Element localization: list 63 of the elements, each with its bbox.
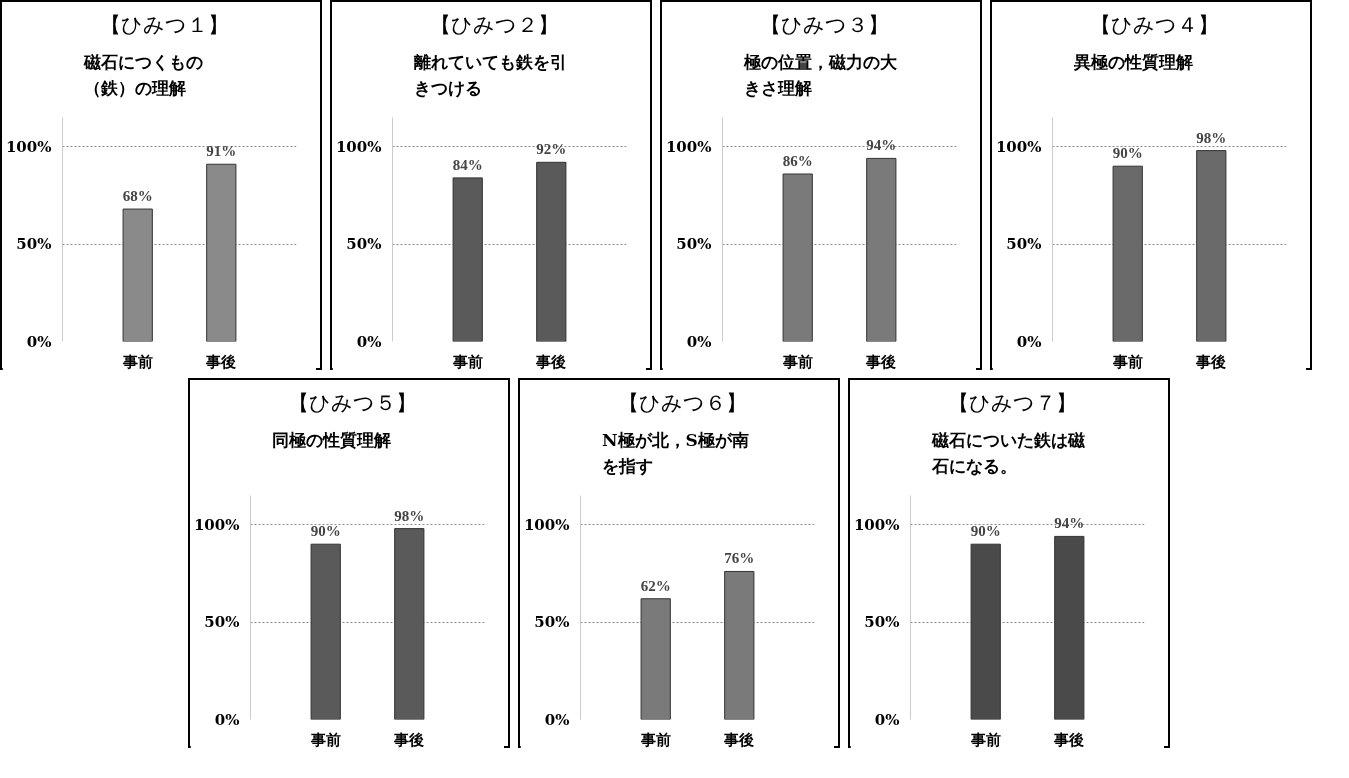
x-tick-label: 事前 bbox=[969, 730, 1001, 749]
data-label: 94% bbox=[1054, 515, 1085, 532]
chart-title: 【ひみつ１】 bbox=[99, 12, 229, 39]
y-tick-label: 50% bbox=[346, 235, 382, 254]
x-tick-label: 事後 bbox=[1195, 352, 1227, 371]
chart-title: 【ひみつ６】 bbox=[617, 390, 747, 417]
y-tick-label: 50% bbox=[864, 613, 900, 632]
data-label: 90% bbox=[310, 523, 341, 540]
chart-title: 【ひみつ２】 bbox=[429, 12, 559, 39]
y-tick-label: 50% bbox=[534, 613, 570, 632]
y-tick-label: 50% bbox=[16, 235, 52, 254]
chart-subtitle: 磁石についた鉄は磁石になる。 bbox=[932, 429, 1086, 478]
chart-title: 【ひみつ５】 bbox=[287, 390, 417, 417]
chart-subtitle: 異極の性質理解 bbox=[1074, 51, 1193, 74]
y-tick-label: 100% bbox=[853, 515, 900, 534]
y-tick-label: 100% bbox=[335, 137, 382, 156]
y-tick-label: 0% bbox=[544, 710, 570, 729]
y-tick-label: 0% bbox=[874, 710, 900, 729]
x-tick-label: 事前 bbox=[451, 352, 483, 371]
data-label: 86% bbox=[782, 152, 813, 169]
data-label: 84% bbox=[452, 156, 483, 173]
y-tick-label: 0% bbox=[686, 332, 712, 351]
data-label: 90% bbox=[970, 523, 1001, 540]
y-tick-label: 100% bbox=[995, 137, 1042, 156]
data-label: 62% bbox=[640, 577, 671, 594]
data-label: 98% bbox=[1196, 129, 1227, 146]
data-label: 94% bbox=[866, 137, 897, 154]
x-tick-label: 事前 bbox=[639, 730, 671, 749]
data-label: 68% bbox=[122, 188, 153, 205]
x-tick-label: 事後 bbox=[723, 730, 755, 749]
chart-subtitle: 同極の性質理解 bbox=[272, 429, 391, 452]
chart-subtitle: 磁石につくもの（鉄）の理解 bbox=[84, 51, 204, 100]
y-tick-label: 50% bbox=[204, 613, 240, 632]
x-tick-label: 事後 bbox=[1053, 730, 1085, 749]
x-tick-label: 事後 bbox=[865, 352, 897, 371]
y-tick-label: 100% bbox=[193, 515, 240, 534]
x-tick-label: 事前 bbox=[309, 730, 341, 749]
x-tick-label: 事前 bbox=[781, 352, 813, 371]
data-label: 90% bbox=[1112, 145, 1143, 162]
x-tick-label: 事前 bbox=[1111, 352, 1143, 371]
y-tick-label: 100% bbox=[5, 137, 52, 156]
y-tick-label: 50% bbox=[676, 235, 712, 254]
chart-subtitle: 離れていても鉄を引きつける bbox=[414, 51, 568, 100]
data-label: 98% bbox=[394, 507, 425, 524]
y-tick-label: 0% bbox=[214, 710, 240, 729]
chart-title: 【ひみつ３】 bbox=[759, 12, 889, 39]
data-label: 92% bbox=[536, 141, 567, 158]
x-tick-label: 事後 bbox=[205, 352, 237, 371]
y-tick-label: 0% bbox=[356, 332, 382, 351]
x-tick-label: 事前 bbox=[121, 352, 153, 371]
chart-subtitle: N極が北，S極が南を指す bbox=[602, 429, 750, 478]
x-tick-label: 事後 bbox=[393, 730, 425, 749]
data-label: 91% bbox=[206, 143, 237, 160]
chart-title: 【ひみつ７】 bbox=[947, 390, 1077, 417]
chart-title: 【ひみつ４】 bbox=[1089, 12, 1219, 39]
y-tick-label: 100% bbox=[523, 515, 570, 534]
y-tick-label: 0% bbox=[26, 332, 52, 351]
y-tick-label: 0% bbox=[1016, 332, 1042, 351]
chart-subtitle: 極の位置，磁力の大きさ理解 bbox=[744, 51, 898, 100]
data-label: 76% bbox=[724, 550, 755, 567]
y-tick-label: 100% bbox=[665, 137, 712, 156]
y-tick-label: 50% bbox=[1006, 235, 1042, 254]
x-tick-label: 事後 bbox=[535, 352, 567, 371]
